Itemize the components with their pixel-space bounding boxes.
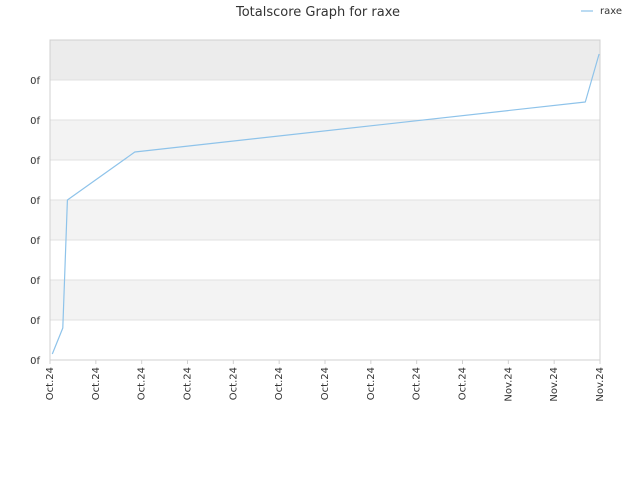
chart-title: Totalscore Graph for raxe	[235, 5, 400, 20]
x-axis-ticks: Oct.24 Oct.24 Oct.24 Oct.24 Oct.24 Oct.24 Oct.…	[45, 360, 606, 402]
gridlines	[50, 79, 600, 321]
x-tick-label: Oct.24	[320, 367, 331, 400]
plot-band	[50, 280, 600, 320]
y-axis-ticks: 0f 0f 0f 0f 0f 0f 0f 0f	[30, 76, 40, 367]
x-tick-label: Nov.24	[549, 367, 560, 402]
x-tick-label: Oct.24	[458, 367, 469, 400]
legend-label-raxe: raxe	[600, 6, 622, 17]
x-tick-label: Nov.24	[503, 367, 514, 402]
legend: raxe	[581, 6, 622, 17]
series-line-raxe	[51, 53, 600, 355]
y-tick-label: 0f	[30, 356, 40, 367]
plot-band	[50, 40, 600, 80]
x-tick-label: Oct.24	[45, 367, 56, 400]
x-tick-label: Oct.24	[412, 367, 423, 400]
y-tick-label: 0f	[30, 196, 40, 207]
x-tick-label: Oct.24	[137, 367, 148, 400]
series-lines	[51, 53, 600, 355]
y-tick-label: 0f	[30, 236, 40, 247]
plot-bands	[50, 40, 600, 320]
plot-band	[50, 200, 600, 240]
x-tick-label: Oct.24	[228, 367, 239, 400]
y-tick-label: 0f	[30, 76, 40, 87]
y-tick-label: 0f	[30, 316, 40, 327]
x-tick-label: Oct.24	[183, 367, 194, 400]
y-tick-label: 0f	[30, 156, 40, 167]
x-tick-label: Oct.24	[274, 367, 285, 400]
y-tick-label: 0f	[30, 116, 40, 127]
x-tick-label: Oct.24	[366, 367, 377, 400]
x-tick-label: Oct.24	[91, 367, 102, 400]
plot-band	[50, 120, 600, 160]
y-tick-label: 0f	[30, 276, 40, 287]
x-tick-label: Nov.24	[595, 367, 606, 402]
